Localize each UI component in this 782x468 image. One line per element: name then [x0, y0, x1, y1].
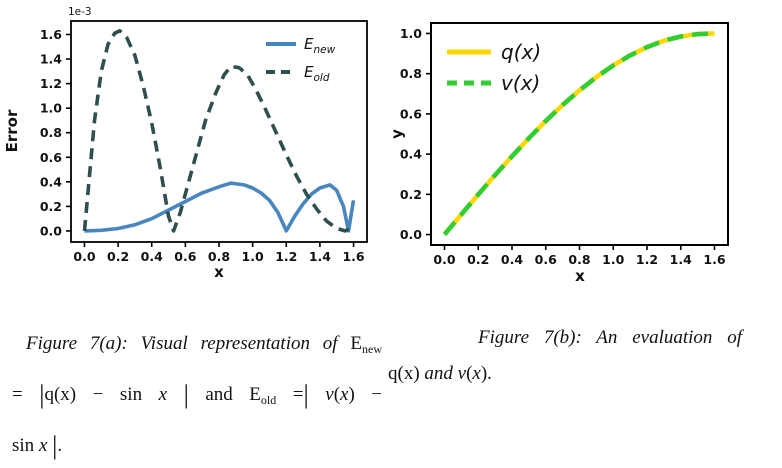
caption-line: sin x |.	[12, 423, 382, 468]
axis-offset-label: 1e-3	[68, 6, 92, 18]
x-tick-label: 0.0	[73, 249, 95, 264]
y-tick-label: 0.6	[40, 150, 62, 165]
caption-segment: Figure 7(b): An evaluation of	[478, 327, 742, 348]
curve-v(x)	[442, 31, 715, 236]
y-tick-label: 1.2	[40, 76, 62, 91]
x-axis-label: x	[575, 267, 585, 285]
x-tick-label: 0.0	[433, 252, 455, 267]
caption-segment	[309, 384, 326, 405]
caption-line: q(x) and v(x).	[388, 356, 742, 392]
caption-segment: v	[325, 384, 334, 405]
y-tick-label: 0.0	[40, 223, 62, 238]
x-axis-label: x	[214, 263, 224, 281]
x-tick-label: 0.4	[501, 252, 523, 267]
y-tick-label: 0.2	[400, 187, 422, 202]
caption-segment: and	[188, 384, 250, 405]
x-tick-label: 1.0	[602, 252, 624, 267]
y-tick-label: 1.0	[40, 101, 62, 116]
caption-segment: x	[340, 384, 349, 405]
caption-segment: |	[39, 380, 45, 409]
x-tick-label: 1.2	[636, 252, 658, 267]
x-tick-label: 0.6	[535, 252, 557, 267]
legend-label-q(x): q(x)	[501, 40, 541, 64]
caption-segment: Figure 7(a): Visual representation of	[26, 333, 351, 354]
caption-line: Figure 7(b): An evaluation of	[388, 320, 742, 356]
curve-q(x)	[442, 31, 715, 236]
caption-segment: sin	[12, 435, 39, 456]
curve-E_new	[84, 181, 356, 233]
caption-segment	[167, 384, 184, 405]
caption-segment: (	[333, 384, 341, 405]
plot-frame	[430, 22, 729, 246]
y-tick-label: 0.4	[400, 147, 422, 162]
plot-frame	[70, 20, 368, 243]
caption-segment: ) −	[348, 384, 383, 405]
chart-evaluation-7b: y x 0.0 0.2 0.4 0.6 0.8 1.0 1.2 1.4 1.6 0.0 0.2 0.4…	[390, 22, 729, 285]
y-tick-label: 0.4	[40, 174, 62, 189]
x-tick-label: 1.0	[242, 249, 264, 264]
caption-segment: |	[52, 431, 58, 460]
y-axis-label: Error	[3, 109, 21, 152]
caption-segment: |	[183, 380, 189, 409]
caption-segment: q(x) − sin	[44, 384, 159, 405]
caption-segment: =	[12, 384, 40, 405]
x-tick-label: 1.2	[275, 249, 297, 264]
x-tick-label: 1.6	[342, 249, 364, 264]
caption-segment: new	[362, 342, 382, 356]
caption-segment: x	[472, 363, 481, 384]
caption-segment: E	[350, 333, 362, 354]
x-tick-label: 0.4	[141, 249, 163, 264]
caption-line: Figure 7(a): Visual representation of En…	[12, 321, 382, 372]
plot-content: 0.0 0.2 0.4 0.6 0.8 1.0 1.2 1.4 1.6 0.0 0.2 0.4 0.6 0…	[400, 22, 729, 267]
x-tick-label: 1.6	[703, 252, 725, 267]
y-tick-label: 0.8	[40, 125, 62, 140]
y-axis-label: y	[390, 129, 406, 139]
caption-segment: |	[303, 380, 309, 409]
y-tick-label: 0.8	[400, 66, 422, 81]
caption-figure-7b: Figure 7(b): An evaluation of q(x) and v(…	[388, 320, 742, 392]
x-tick-label: 0.6	[174, 249, 196, 264]
x-tick-label: 1.4	[309, 249, 331, 264]
y-tick-label: 1.4	[40, 52, 62, 67]
caption-segment: x	[158, 384, 168, 405]
plot-content: 0.0 0.2 0.4 0.6 0.8 1.0 1.2 1.4 1.6 0.0 0.2 0.4 0.6 0…	[40, 20, 368, 264]
y-tick-label: 0.2	[40, 199, 62, 214]
legend-label-E_new: Enew	[304, 35, 336, 56]
y-tick-label: 0.0	[400, 227, 422, 242]
caption-segment: x	[38, 435, 48, 456]
caption-segment: and	[424, 363, 458, 384]
curve-E_old	[82, 28, 355, 233]
caption-segment: .	[57, 435, 63, 456]
x-tick-label: 0.8	[208, 249, 230, 264]
legend-label-v(x): v(x)	[501, 71, 540, 95]
y-tick-label: 1.0	[400, 26, 422, 41]
caption-segment: v	[457, 363, 467, 384]
caption-figure-7a: Figure 7(a): Visual representation of En…	[12, 321, 382, 468]
caption-segment: ).	[480, 363, 492, 384]
caption-line: = |q(x) − sin x | and Eold =| v(x) −	[12, 372, 382, 423]
y-tick-label: 0.6	[400, 106, 422, 121]
x-tick-label: 1.4	[670, 252, 692, 267]
caption-segment: E	[249, 384, 261, 405]
caption-segment: old	[260, 393, 277, 407]
x-tick-label: 0.8	[568, 252, 590, 267]
x-tick-label: 0.2	[107, 249, 129, 264]
caption-segment: =	[276, 384, 304, 405]
legend-label-E_old: Eold	[304, 63, 330, 84]
chart-error-7a: Error 1e-3 x 0.0 0.2 0.4 0.6 0.8 1.0 1.2 1.4 1.6…	[3, 6, 368, 281]
y-tick-label: 1.6	[40, 27, 62, 42]
caption-segment: q(x)	[388, 363, 425, 384]
x-tick-label: 0.2	[467, 252, 489, 267]
caption-segment: (	[466, 363, 473, 384]
